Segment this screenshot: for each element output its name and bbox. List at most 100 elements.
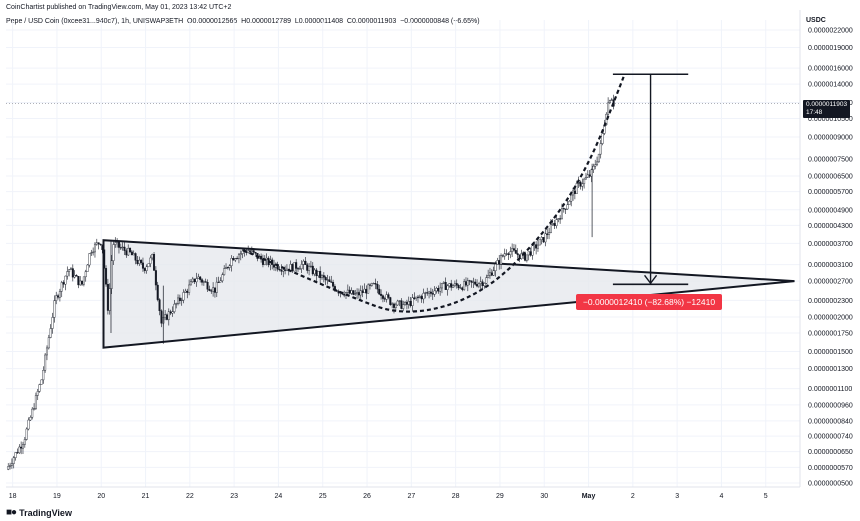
time-tick-label: 28 [452,493,460,500]
candle [69,266,72,270]
candle [93,242,96,258]
candle-body [99,243,102,245]
candle [584,172,587,180]
candle [374,278,377,290]
candle [25,427,28,441]
candle [363,283,366,293]
candle [130,249,133,256]
candle [398,300,401,307]
price-tick-label: 0.0000001300 [808,366,853,373]
price-tick-label: 0.0000009000 [808,134,853,141]
candle [14,451,17,461]
candle-body [199,276,202,280]
time-tick-label: 4 [719,493,723,500]
candle-body [92,251,95,253]
candle [487,269,490,279]
candle-body [581,183,584,187]
time-tick-label: 29 [496,493,504,500]
candle-body [348,289,351,294]
candle [372,282,375,285]
candle-body [75,275,78,277]
candle [127,244,130,256]
candle [315,268,318,282]
candle-body [125,250,128,256]
candle-body [297,268,300,270]
candle [215,277,218,298]
candle-body [407,301,410,305]
candle [60,280,63,298]
candle [512,244,515,252]
candle [535,241,538,255]
candle [97,242,100,250]
candle-body [71,268,74,278]
candle [7,463,10,471]
candle-body [226,267,229,269]
candle-body [549,224,552,233]
candle [108,283,111,315]
candle-body [394,304,397,308]
candle [599,140,602,159]
candle-body [173,303,176,312]
candle-body [10,463,13,466]
candle-body [189,281,192,286]
candle [51,312,54,334]
candle [125,248,128,258]
candle-body [193,278,196,283]
candle-body [483,283,486,286]
candle-body [500,255,503,265]
candle-body [383,298,386,300]
candle [112,241,115,265]
candle [164,310,167,321]
candle [426,287,429,296]
candle-body [538,239,541,246]
candle-body [130,251,133,256]
time-tick-label: 30 [540,493,548,500]
candle-body [540,237,543,240]
candle [232,256,235,261]
candle-body [488,272,491,276]
candle-body [328,279,331,282]
candle-body [354,293,357,295]
candle [592,163,595,174]
candle [551,218,554,226]
candle-body [525,254,528,261]
candle [27,417,30,431]
candle-body [138,259,141,264]
candle [466,277,469,292]
candle [433,286,436,297]
candle-body [463,281,466,290]
candle-body [221,274,224,282]
candle-body [230,258,233,266]
candle [422,288,425,304]
candle [180,297,183,306]
candle [583,177,586,189]
candle [380,289,383,300]
price-tick-label: 0.0000002300 [808,298,853,305]
candle-body [45,347,48,356]
candle [542,237,545,244]
candle-body [507,253,510,255]
candle-body [51,317,54,329]
candle [596,156,599,167]
candle-body [389,297,392,305]
candle-body [31,408,34,418]
time-tick-label: 18 [9,493,17,500]
candle [370,282,373,287]
candle [68,268,71,277]
brand-name: TradingView [19,507,72,518]
candle [21,441,24,455]
candle [197,273,200,279]
candle-body [418,296,421,298]
candle-body [34,395,37,409]
price-tick-label: 0.0000016000 [808,66,853,73]
candle [313,267,316,277]
candle-body [498,260,501,265]
candle [158,298,161,316]
candle [95,238,98,246]
candle-body [273,264,276,268]
candle [439,282,442,296]
candle-body [516,253,519,255]
candle-body [601,133,604,144]
candle [167,308,170,326]
